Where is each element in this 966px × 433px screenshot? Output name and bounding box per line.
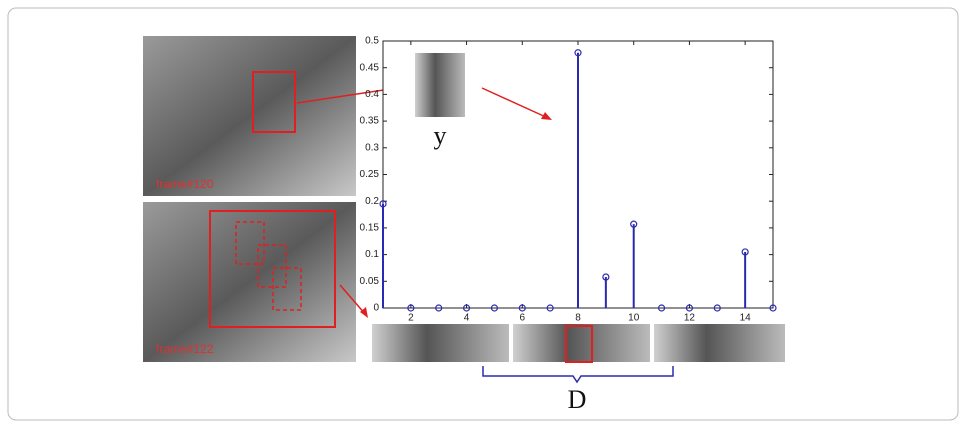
x-tick-label: 10 bbox=[628, 313, 640, 324]
x-tick-label: 14 bbox=[740, 313, 752, 324]
y-tick-label: 0.25 bbox=[360, 169, 380, 180]
stem-marker bbox=[490, 304, 499, 312]
x-tick-label: 6 bbox=[520, 313, 526, 324]
x-tick-label: 12 bbox=[684, 313, 696, 324]
face-box bbox=[252, 71, 296, 133]
stem-marker bbox=[462, 304, 471, 312]
candidate-box bbox=[235, 221, 265, 265]
y-tick-label: 0.3 bbox=[365, 142, 379, 153]
stem-marker bbox=[546, 304, 554, 312]
stem-marker bbox=[685, 304, 694, 312]
y-tick-label: 0.05 bbox=[360, 276, 380, 287]
stem-marker bbox=[435, 304, 443, 312]
frame-label: frame#122 bbox=[156, 342, 214, 356]
y-tick-label: 0.45 bbox=[360, 62, 380, 73]
stem-marker bbox=[713, 304, 721, 312]
photo-frame-122 bbox=[143, 202, 356, 362]
photo-frame-120 bbox=[143, 36, 356, 196]
arrow bbox=[339, 284, 367, 316]
dictionary-strip bbox=[513, 324, 650, 362]
arrow bbox=[481, 87, 549, 119]
candidate-box bbox=[257, 244, 287, 288]
dictionary-strip bbox=[654, 324, 785, 362]
stem-marker bbox=[741, 248, 749, 256]
arrow-head bbox=[541, 112, 552, 120]
x-tick-label: 8 bbox=[575, 313, 581, 324]
y-tick-label: 0 bbox=[373, 303, 379, 314]
y-tick-label: 0.2 bbox=[365, 196, 379, 207]
dictionary-highlight bbox=[565, 325, 593, 363]
stem-marker bbox=[574, 49, 582, 57]
search-box bbox=[209, 210, 336, 328]
brace bbox=[482, 366, 674, 384]
x-tick-label: 4 bbox=[464, 313, 470, 324]
stem-marker bbox=[407, 304, 415, 312]
stem-marker bbox=[518, 304, 526, 312]
stem-marker bbox=[630, 220, 638, 228]
dictionary-strip bbox=[372, 324, 509, 362]
stem-marker bbox=[602, 273, 610, 281]
face-thumbnail bbox=[415, 53, 465, 117]
stem-marker bbox=[769, 304, 777, 312]
frame-label: frame#120 bbox=[156, 177, 214, 191]
stem-marker bbox=[379, 200, 387, 208]
stem-marker bbox=[657, 304, 666, 312]
y-tick-label: 0.5 bbox=[365, 36, 379, 47]
y-tick-label: 0.35 bbox=[360, 116, 380, 127]
y-tick-label: 0.4 bbox=[365, 89, 379, 100]
candidate-box bbox=[272, 267, 302, 311]
y-tick-label: 0.1 bbox=[365, 249, 379, 260]
dictionary-label: D bbox=[568, 385, 587, 414]
arrow-head bbox=[360, 307, 368, 318]
y-tick-label: 0.15 bbox=[360, 223, 380, 234]
x-tick-label: 2 bbox=[408, 313, 414, 324]
face-label: y bbox=[434, 121, 447, 150]
